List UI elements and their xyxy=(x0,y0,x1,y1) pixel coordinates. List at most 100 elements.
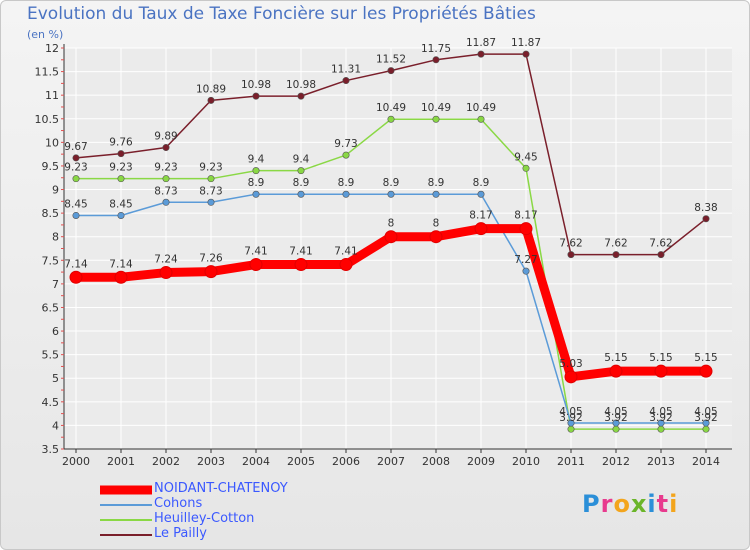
data-label: 7.14 xyxy=(109,258,133,270)
data-point xyxy=(207,175,215,183)
x-tick-label: 2013 xyxy=(647,455,675,468)
data-point xyxy=(162,175,170,183)
data-label: 9.89 xyxy=(154,131,177,143)
data-point xyxy=(207,198,215,206)
data-point xyxy=(339,258,353,272)
data-label: 8 xyxy=(433,218,440,230)
legend-label: Le Pailly xyxy=(154,526,207,541)
data-point xyxy=(612,425,620,433)
data-point xyxy=(252,167,260,175)
data-label: 9.73 xyxy=(334,138,357,150)
data-label: 7.24 xyxy=(154,254,178,266)
data-point xyxy=(657,425,665,433)
y-tick-label: 4 xyxy=(52,419,59,432)
data-point xyxy=(207,96,215,104)
data-point xyxy=(69,270,83,284)
data-point xyxy=(567,419,575,427)
data-label: 8 xyxy=(388,218,395,230)
data-label: 7.41 xyxy=(244,246,267,258)
legend-swatch xyxy=(100,534,152,536)
legend-swatch xyxy=(100,519,152,521)
data-point xyxy=(699,364,713,378)
data-point xyxy=(477,190,485,198)
x-tick-label: 2011 xyxy=(557,455,585,468)
data-label: 8.45 xyxy=(64,198,87,210)
data-label: 8.73 xyxy=(199,185,222,197)
plot-area xyxy=(64,48,732,449)
data-label: 11.87 xyxy=(511,37,541,49)
data-point xyxy=(657,251,665,259)
data-label: 11.31 xyxy=(331,64,361,76)
chart-subtitle: (en %) xyxy=(27,28,64,41)
data-label: 10.98 xyxy=(286,79,316,91)
logo-letter: i xyxy=(647,490,657,518)
data-point xyxy=(384,230,398,244)
data-label: 4.05 xyxy=(694,406,717,418)
legend-label: NOIDANT-CHATENOY xyxy=(154,481,288,496)
logo-letter: r xyxy=(600,490,614,518)
data-label: 9.4 xyxy=(293,154,310,166)
data-point xyxy=(609,364,623,378)
data-label: 8.17 xyxy=(514,210,537,222)
data-point xyxy=(294,258,308,272)
data-point xyxy=(72,175,80,183)
data-point xyxy=(702,425,710,433)
y-tick-label: 6.5 xyxy=(42,301,60,314)
y-tick-label: 6 xyxy=(52,325,59,338)
data-label: 7.27 xyxy=(514,254,537,266)
y-tick-label: 12 xyxy=(45,42,59,55)
data-label: 11.87 xyxy=(466,37,496,49)
data-label: 4.05 xyxy=(649,406,672,418)
data-point xyxy=(564,370,578,384)
data-label: 7.62 xyxy=(559,238,582,250)
data-point xyxy=(612,419,620,427)
data-label: 8.9 xyxy=(338,177,355,189)
x-tick-label: 2000 xyxy=(62,455,90,468)
x-tick-label: 2003 xyxy=(197,455,225,468)
data-point xyxy=(117,211,125,219)
logo-letter: x xyxy=(630,490,648,518)
data-point xyxy=(654,364,668,378)
data-label: 11.52 xyxy=(376,54,406,66)
data-point xyxy=(342,190,350,198)
legend-label: Heuilley-Cotton xyxy=(154,511,255,526)
data-label: 8.9 xyxy=(383,177,400,189)
data-point xyxy=(387,67,395,75)
data-point xyxy=(474,222,488,236)
x-tick-label: 2012 xyxy=(602,455,630,468)
legend-label: Cohons xyxy=(154,496,203,511)
data-label: 5.15 xyxy=(694,352,717,364)
data-point xyxy=(297,167,305,175)
data-label: 3.92 xyxy=(649,412,672,424)
y-tick-label: 4.5 xyxy=(42,396,60,409)
y-tick-label: 11.5 xyxy=(35,66,60,79)
data-point xyxy=(522,50,530,58)
data-label: 10.49 xyxy=(376,102,406,114)
data-label: 9.67 xyxy=(64,141,87,153)
data-point xyxy=(297,190,305,198)
data-label: 3.92 xyxy=(604,412,627,424)
data-point xyxy=(204,265,218,279)
data-point xyxy=(72,154,80,162)
data-label: 8.73 xyxy=(154,185,177,197)
x-tick-label: 2004 xyxy=(242,455,270,468)
chart-title: Evolution du Taux de Taxe Foncière sur l… xyxy=(27,4,536,24)
data-label: 8.9 xyxy=(473,177,490,189)
data-point xyxy=(117,150,125,158)
data-point xyxy=(567,425,575,433)
y-tick-label: 10 xyxy=(45,136,59,149)
y-tick-label: 8 xyxy=(52,231,59,244)
data-label: 9.23 xyxy=(64,162,87,174)
data-label: 5.15 xyxy=(649,352,672,364)
data-label: 3.92 xyxy=(559,412,582,424)
data-point xyxy=(114,270,128,284)
data-label: 10.89 xyxy=(196,83,226,95)
data-point xyxy=(657,419,665,427)
x-tick-label: 2009 xyxy=(467,455,495,468)
data-point xyxy=(159,266,173,280)
data-point xyxy=(387,190,395,198)
data-label: 9.23 xyxy=(109,162,132,174)
data-point xyxy=(702,215,710,223)
data-point xyxy=(342,151,350,159)
